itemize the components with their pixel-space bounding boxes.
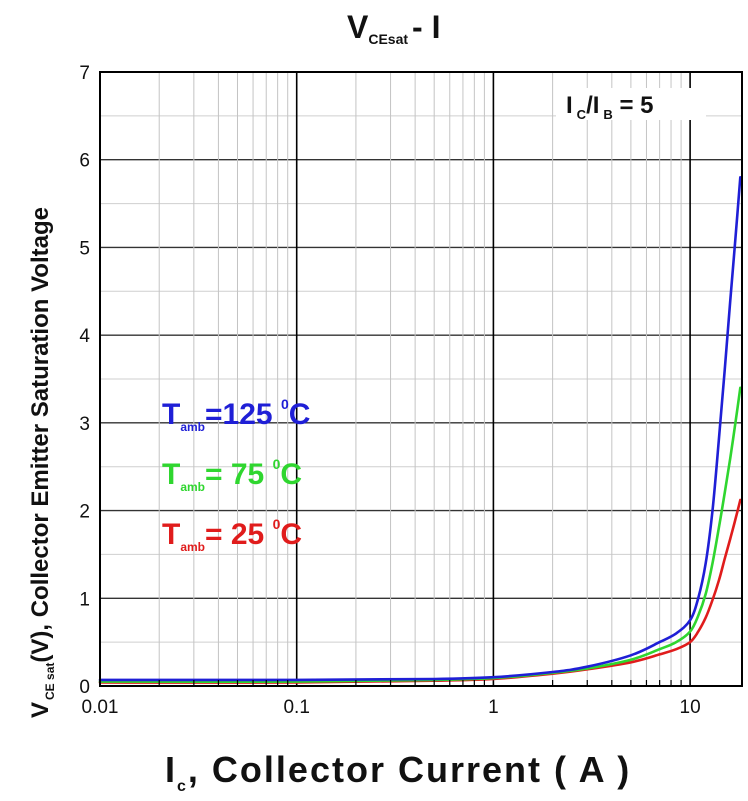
y-tick-label: 0 [79, 677, 90, 698]
x-axis-title: Ic, Collector Current ( A ) [165, 749, 631, 795]
legend-label-25c: Tamb= 25 0C [162, 516, 302, 554]
plot-frame [99, 71, 743, 687]
x-tick-label: 0.1 [283, 697, 309, 718]
y-tick-label: 4 [79, 326, 90, 347]
y-tick-label: 3 [79, 414, 90, 435]
y-tick-label: 2 [79, 502, 90, 523]
x-tick-label: 0.01 [82, 697, 119, 718]
y-tick-label: 5 [79, 238, 90, 259]
series-line-0 [98, 176, 742, 682]
x-tick-label: 1 [488, 697, 499, 718]
current-ratio-annotation: I C/I B = 5 [566, 92, 654, 122]
y-tick-label: 7 [79, 63, 90, 84]
y-tick-label: 6 [79, 151, 90, 172]
annotation-layer: I C/I B = 5 [556, 88, 706, 122]
grid-lines [100, 72, 742, 686]
chart-title: VCEsat - I [347, 9, 440, 47]
x-tick-label: 10 [680, 697, 701, 718]
legend-label-125c: Tamb=125 0C [162, 396, 310, 434]
tick-layer: 0 1 2 3 4 5 6 7 0.01 0.1 1 10 [79, 63, 701, 718]
legend: Tamb=125 0C Tamb= 75 0C Tamb= 25 0C [162, 396, 310, 554]
y-axis-title: VCE sat(V), Collector Emitter Saturation… [27, 207, 57, 718]
legend-label-75c: Tamb= 75 0C [162, 456, 302, 494]
annotation-box [556, 88, 706, 120]
y-tick-label: 1 [79, 589, 90, 610]
